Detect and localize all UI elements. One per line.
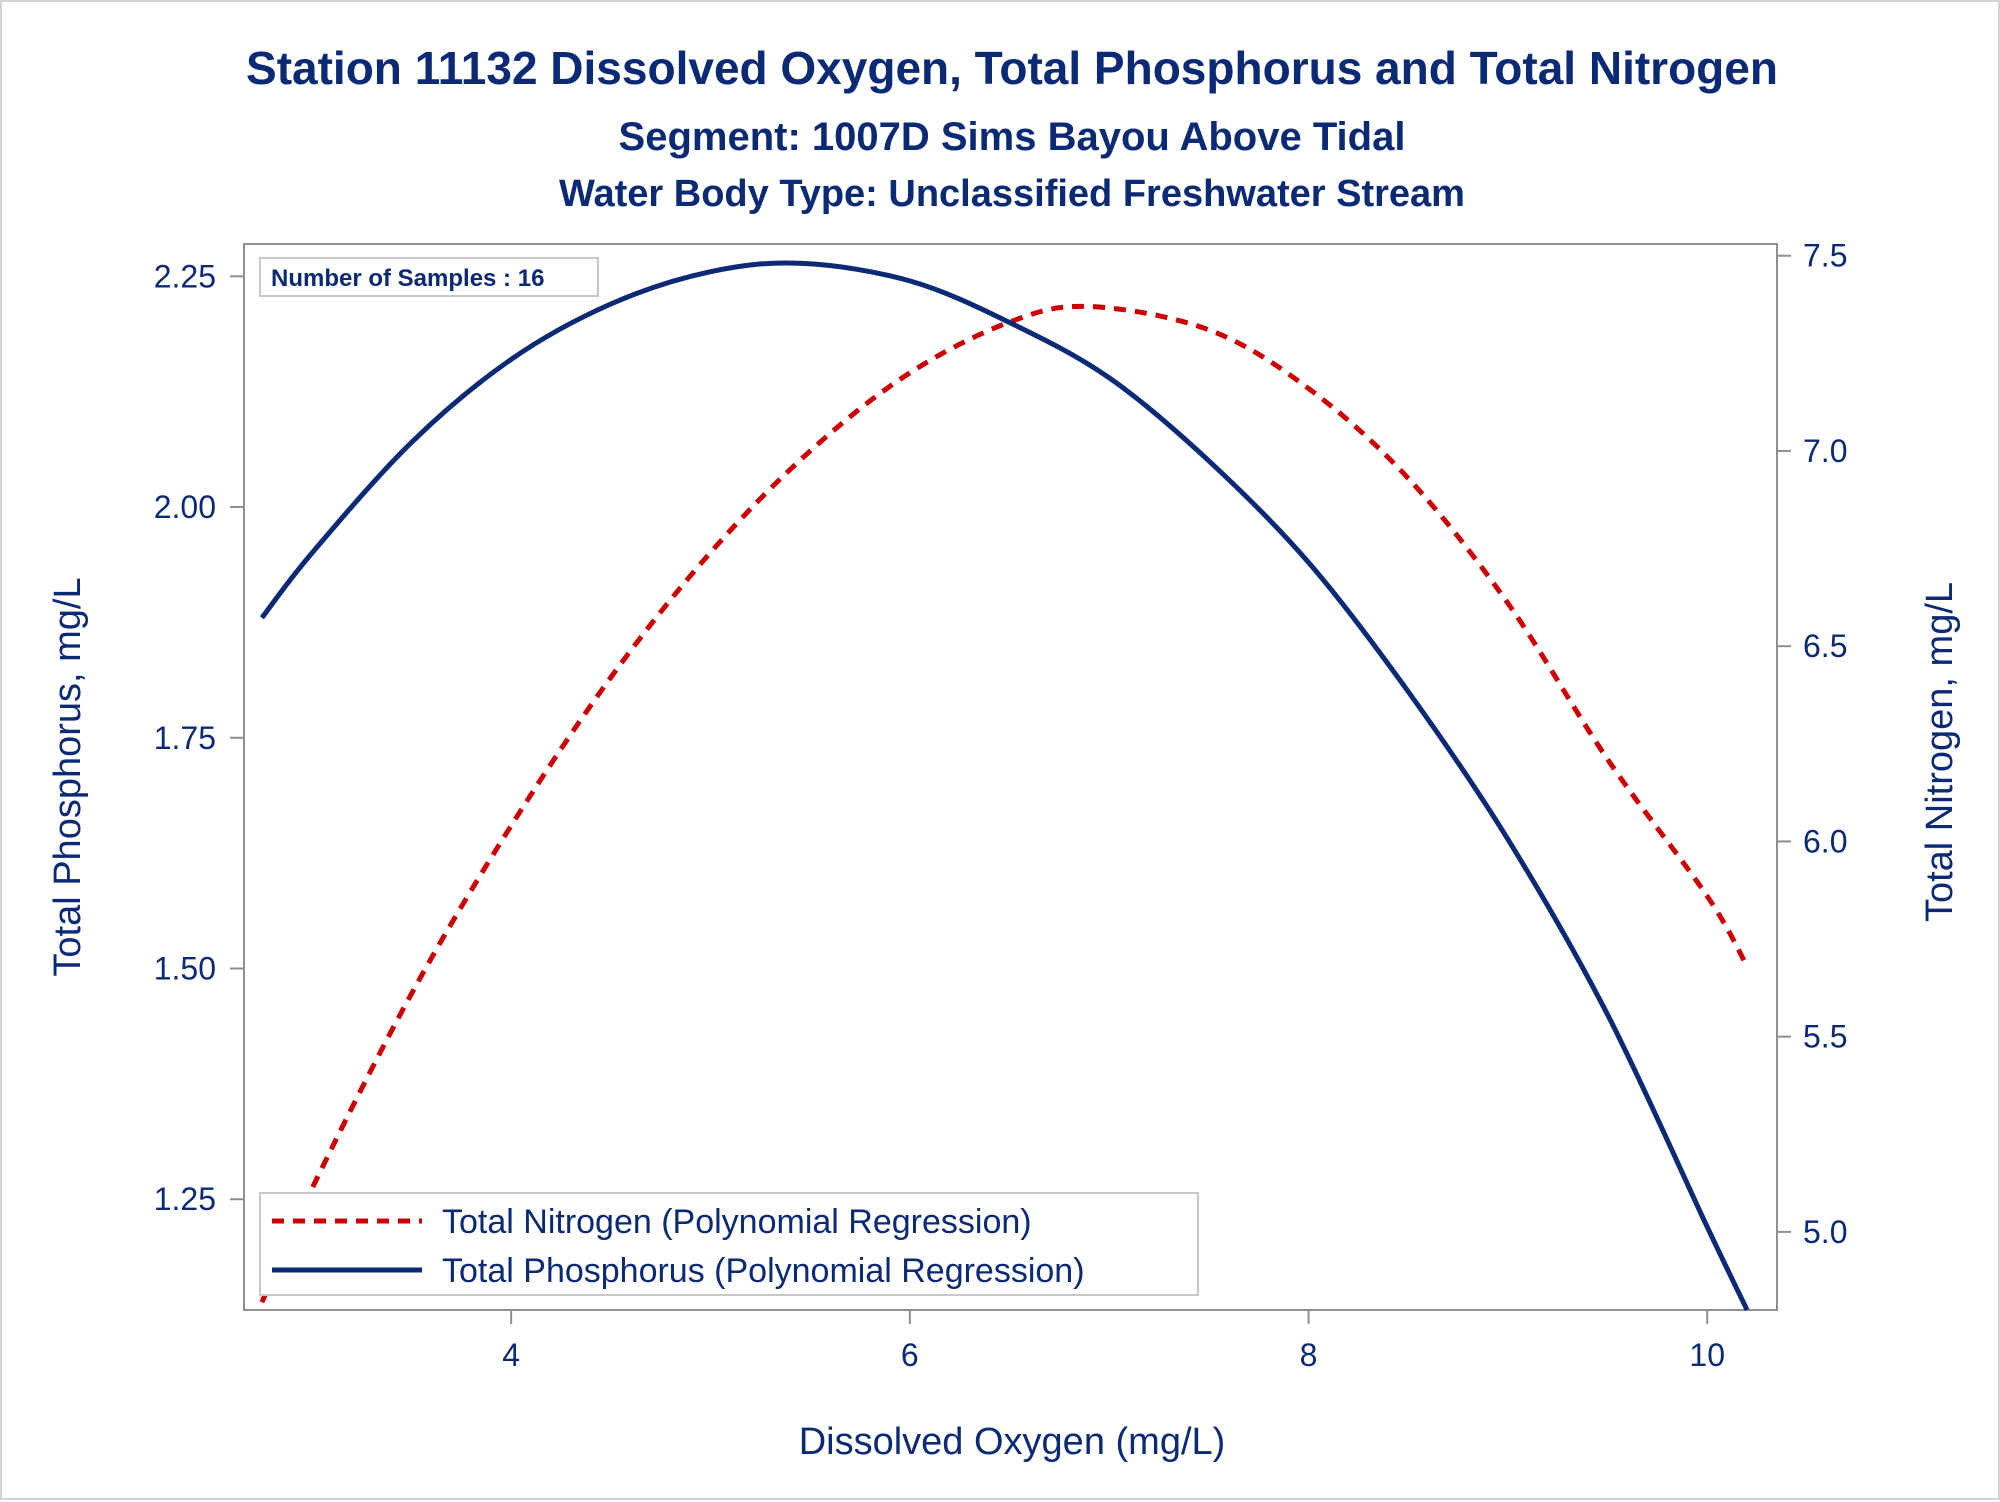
annotation-text: Number of Samples : 16 bbox=[271, 265, 544, 292]
y-right-tick-label: 5.0 bbox=[1803, 1214, 1847, 1250]
legend: Total Nitrogen (Polynomial Regression) T… bbox=[259, 1192, 1199, 1296]
y-left-tick-label: 1.50 bbox=[154, 951, 216, 987]
y-axis-right: 5.0 5.5 6.0 6.5 7.0 7.5 bbox=[1777, 238, 1847, 1250]
x-axis-label: Dissolved Oxygen (mg/L) bbox=[799, 1421, 1226, 1463]
plot-area-frame bbox=[243, 243, 1778, 1311]
y-axis-right-label: Total Nitrogen, mg/L bbox=[1919, 582, 1961, 922]
legend-label-total-nitrogen: Total Nitrogen (Polynomial Regression) bbox=[442, 1203, 1032, 1241]
y-right-tick-label: 7.5 bbox=[1803, 238, 1847, 274]
y-left-tick-label: 1.25 bbox=[154, 1181, 216, 1217]
chart-subtitle: Segment: 1007D Sims Bayou Above Tidal bbox=[619, 115, 1406, 159]
chart-title: Station 11132 Dissolved Oxygen, Total Ph… bbox=[246, 42, 1778, 94]
y-right-tick-label: 5.5 bbox=[1803, 1019, 1847, 1055]
x-tick-label: 4 bbox=[502, 1337, 520, 1373]
x-tick-label: 8 bbox=[1300, 1337, 1318, 1373]
legend-label-total-phosphorus: Total Phosphorus (Polynomial Regression) bbox=[442, 1252, 1085, 1290]
y-right-tick-label: 6.0 bbox=[1803, 823, 1847, 859]
y-right-tick-label: 7.0 bbox=[1803, 433, 1847, 469]
annotation-box bbox=[259, 257, 599, 297]
series-line-total-phosphorus bbox=[259, 260, 1750, 1312]
x-axis: 4 6 8 10 bbox=[502, 1310, 1725, 1373]
x-tick-label: 6 bbox=[901, 1337, 919, 1373]
chart-subtitle-2: Water Body Type: Unclassified Freshwater… bbox=[559, 173, 1465, 215]
series-layer bbox=[259, 260, 1750, 1312]
y-axis-left-label: Total Phosphorus, mg/L bbox=[47, 577, 89, 976]
legend-box bbox=[259, 1192, 1199, 1296]
y-left-tick-label: 2.25 bbox=[154, 258, 216, 294]
y-left-tick-label: 1.75 bbox=[154, 720, 216, 756]
y-right-tick-label: 6.5 bbox=[1803, 628, 1847, 664]
x-tick-label: 10 bbox=[1689, 1337, 1725, 1373]
y-left-tick-label: 2.00 bbox=[154, 489, 216, 525]
y-axis-left: 1.25 1.50 1.75 2.00 2.25 bbox=[154, 258, 244, 1217]
series-line-total-nitrogen bbox=[259, 303, 1750, 1304]
sample-count-annotation: Number of Samples : 16 bbox=[259, 257, 599, 297]
